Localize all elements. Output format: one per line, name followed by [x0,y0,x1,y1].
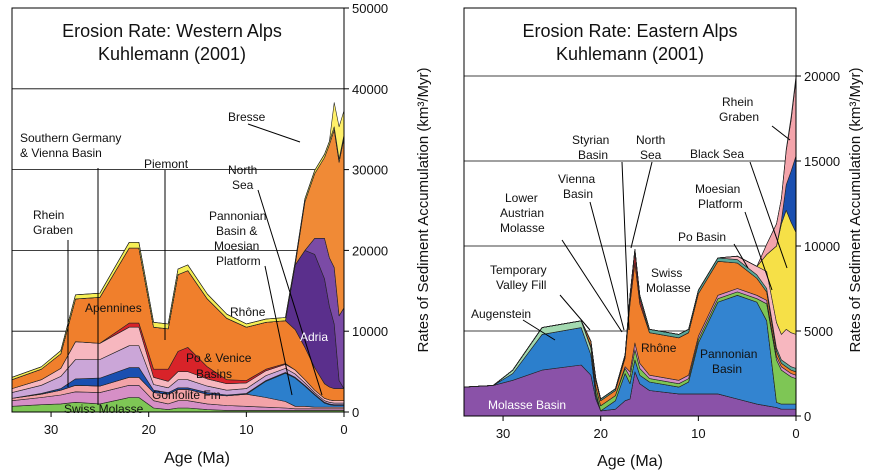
label-vienna: Vienna [558,172,595,186]
label-southern-germany: Southern Germany [20,131,121,145]
label-styrian: Styrian [572,133,609,147]
eastern-ylabel: Rates of Sediment Accumulation (km³/Myr) [847,67,864,352]
eastern-title: Erosion Rate: Eastern Alps [522,21,737,41]
label-pannonian: Pannonian [700,347,757,361]
label-lower: Lower [505,191,538,205]
left-ytick-label: 30000 [352,163,388,178]
label-platform: Platform [698,197,743,211]
label-austrian: Austrian [500,206,544,220]
label-piemont: Piemont [144,157,189,171]
label-north: North [636,133,665,147]
right-xtick-label: 20 [593,426,607,441]
label-apennines: Apennines [85,301,142,315]
right-ytick-label: 5000 [804,324,833,339]
label-swiss-molasse: Swiss Molasse [64,402,144,416]
label-bresse: Bresse [228,110,266,124]
label-augenstein: Augenstein [471,307,531,321]
label-moesian: Moesian [214,239,259,253]
label-moesian: Moesian [695,182,740,196]
left-ytick-label: 0 [352,405,359,420]
eastern-alps-chart: 0 5000 10000 15000 20000 30 20 10 0 Erosion Rat… [463,7,864,470]
left-xtick-label: 0 [340,422,347,437]
label-basin: Basin & [216,224,257,238]
eastern-annotations: Rhein Graben Styrian Basin North Sea Bla… [471,95,791,412]
label-vienna-basin: Basin [563,187,593,201]
western-alps-chart: 0 10000 20000 30000 40000 50000 30 20 10 0 Erosi… [11,1,432,467]
western-subtitle: Kuhlemann (2001) [98,44,246,64]
label-swiss-molasse: Molasse [646,281,691,295]
eastern-subtitle: Kuhlemann (2001) [556,44,704,64]
label-po-venice: Po & Venice [186,351,252,365]
western-annotations: Bresse Southern Germany & Vienna Basin P… [20,110,328,416]
label-vienna-basin: & Vienna Basin [20,146,102,160]
label-adria: Adria [300,330,328,344]
label-graben: Graben [719,110,759,124]
label-north-sea: Sea [640,148,662,162]
label-black-sea: Black Sea [690,147,744,161]
left-ytick-label: 10000 [352,324,388,339]
left-ytick-label: 40000 [352,82,388,97]
right-ytick-label: 0 [804,409,811,424]
label-molasse: Molasse [500,221,545,235]
eastern-xlabel: Age (Ma) [597,453,663,470]
label-north-sea: Sea [232,178,254,192]
right-ytick-label: 20000 [804,69,840,84]
label-styrian-basin: Basin [578,148,608,162]
label-swiss: Swiss [651,266,682,280]
western-title: Erosion Rate: Western Alps [62,21,282,41]
western-xlabel: Age (Ma) [164,450,230,467]
left-xtick-label: 20 [141,422,155,437]
western-ylabel: Rates of Sediment Accumulation (km³/Myr) [415,67,432,352]
label-pannonian-basin: Basin [712,362,742,376]
right-ytick-label: 10000 [804,239,840,254]
left-ytick-label: 50000 [352,1,388,16]
left-ytick-label: 20000 [352,243,388,258]
label-gonfolite: Gonfolite Fm [152,388,221,402]
label-pannonian: Pannonian [209,209,266,223]
left-xtick-label: 10 [239,422,253,437]
label-rhone: Rhône [230,305,266,319]
label-molasse-basin: Molasse Basin [488,398,566,412]
label-graben: Graben [33,223,73,237]
label-valley-fill: Valley Fill [496,278,546,292]
label-temporary: Temporary [490,263,547,277]
label-north: North [228,163,257,177]
label-rhone: Rhône [641,341,677,355]
right-ytick-label: 15000 [804,154,840,169]
label-po-venice-basins: Basins [196,367,232,381]
label-platform: Platform [216,254,261,268]
label-rhein: Rhein [722,95,753,109]
right-xtick-label: 0 [792,426,799,441]
left-xtick-label: 30 [44,422,58,437]
right-xtick-label: 10 [691,426,705,441]
label-rhein: Rhein [33,208,64,222]
right-xtick-label: 30 [496,426,510,441]
label-po-basin: Po Basin [678,230,726,244]
